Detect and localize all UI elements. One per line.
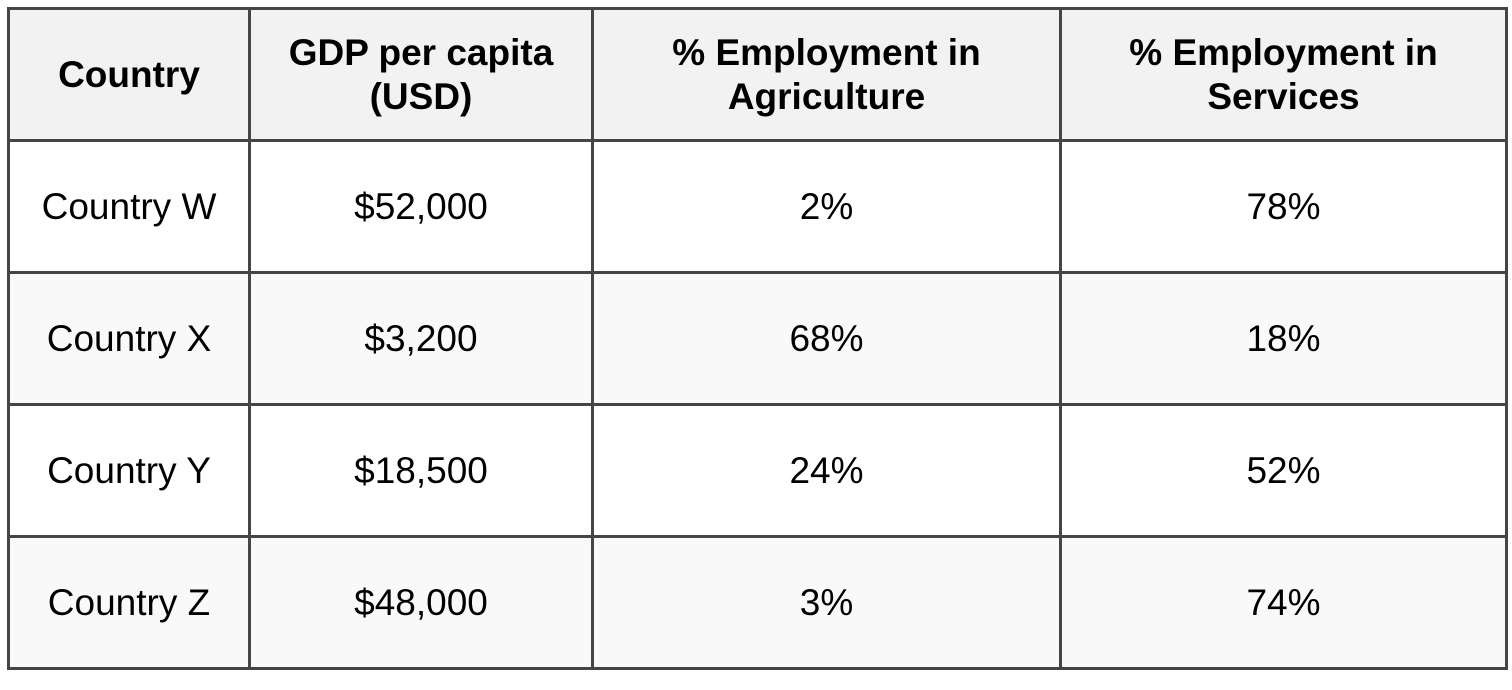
cell-country: Country Y: [7, 403, 251, 538]
cell-services: 18%: [1059, 271, 1508, 406]
cell-services: 78%: [1059, 139, 1508, 274]
table-row: Country X $3,200 68% 18%: [7, 271, 1508, 406]
header-gdp: GDP per capita (USD): [248, 7, 594, 142]
cell-agriculture: 2%: [591, 139, 1062, 274]
cell-gdp: $18,500: [248, 403, 594, 538]
table-row: Country W $52,000 2% 78%: [7, 139, 1508, 274]
header-row: Country GDP per capita (USD) % Employmen…: [7, 7, 1508, 142]
cell-services: 52%: [1059, 403, 1508, 538]
cell-services: 74%: [1059, 535, 1508, 670]
table-row: Country Z $48,000 3% 74%: [7, 535, 1508, 670]
header-country: Country: [7, 7, 251, 142]
cell-gdp: $48,000: [248, 535, 594, 670]
cell-gdp: $3,200: [248, 271, 594, 406]
cell-gdp: $52,000: [248, 139, 594, 274]
cell-agriculture: 24%: [591, 403, 1062, 538]
cell-country: Country W: [7, 139, 251, 274]
cell-country: Country X: [7, 271, 251, 406]
table-row: Country Y $18,500 24% 52%: [7, 403, 1508, 538]
cell-agriculture: 68%: [591, 271, 1062, 406]
cell-agriculture: 3%: [591, 535, 1062, 670]
header-agriculture: % Employment in Agriculture: [591, 7, 1062, 142]
cell-country: Country Z: [7, 535, 251, 670]
data-table: Country GDP per capita (USD) % Employmen…: [7, 7, 1508, 670]
header-services: % Employment in Services: [1059, 7, 1508, 142]
